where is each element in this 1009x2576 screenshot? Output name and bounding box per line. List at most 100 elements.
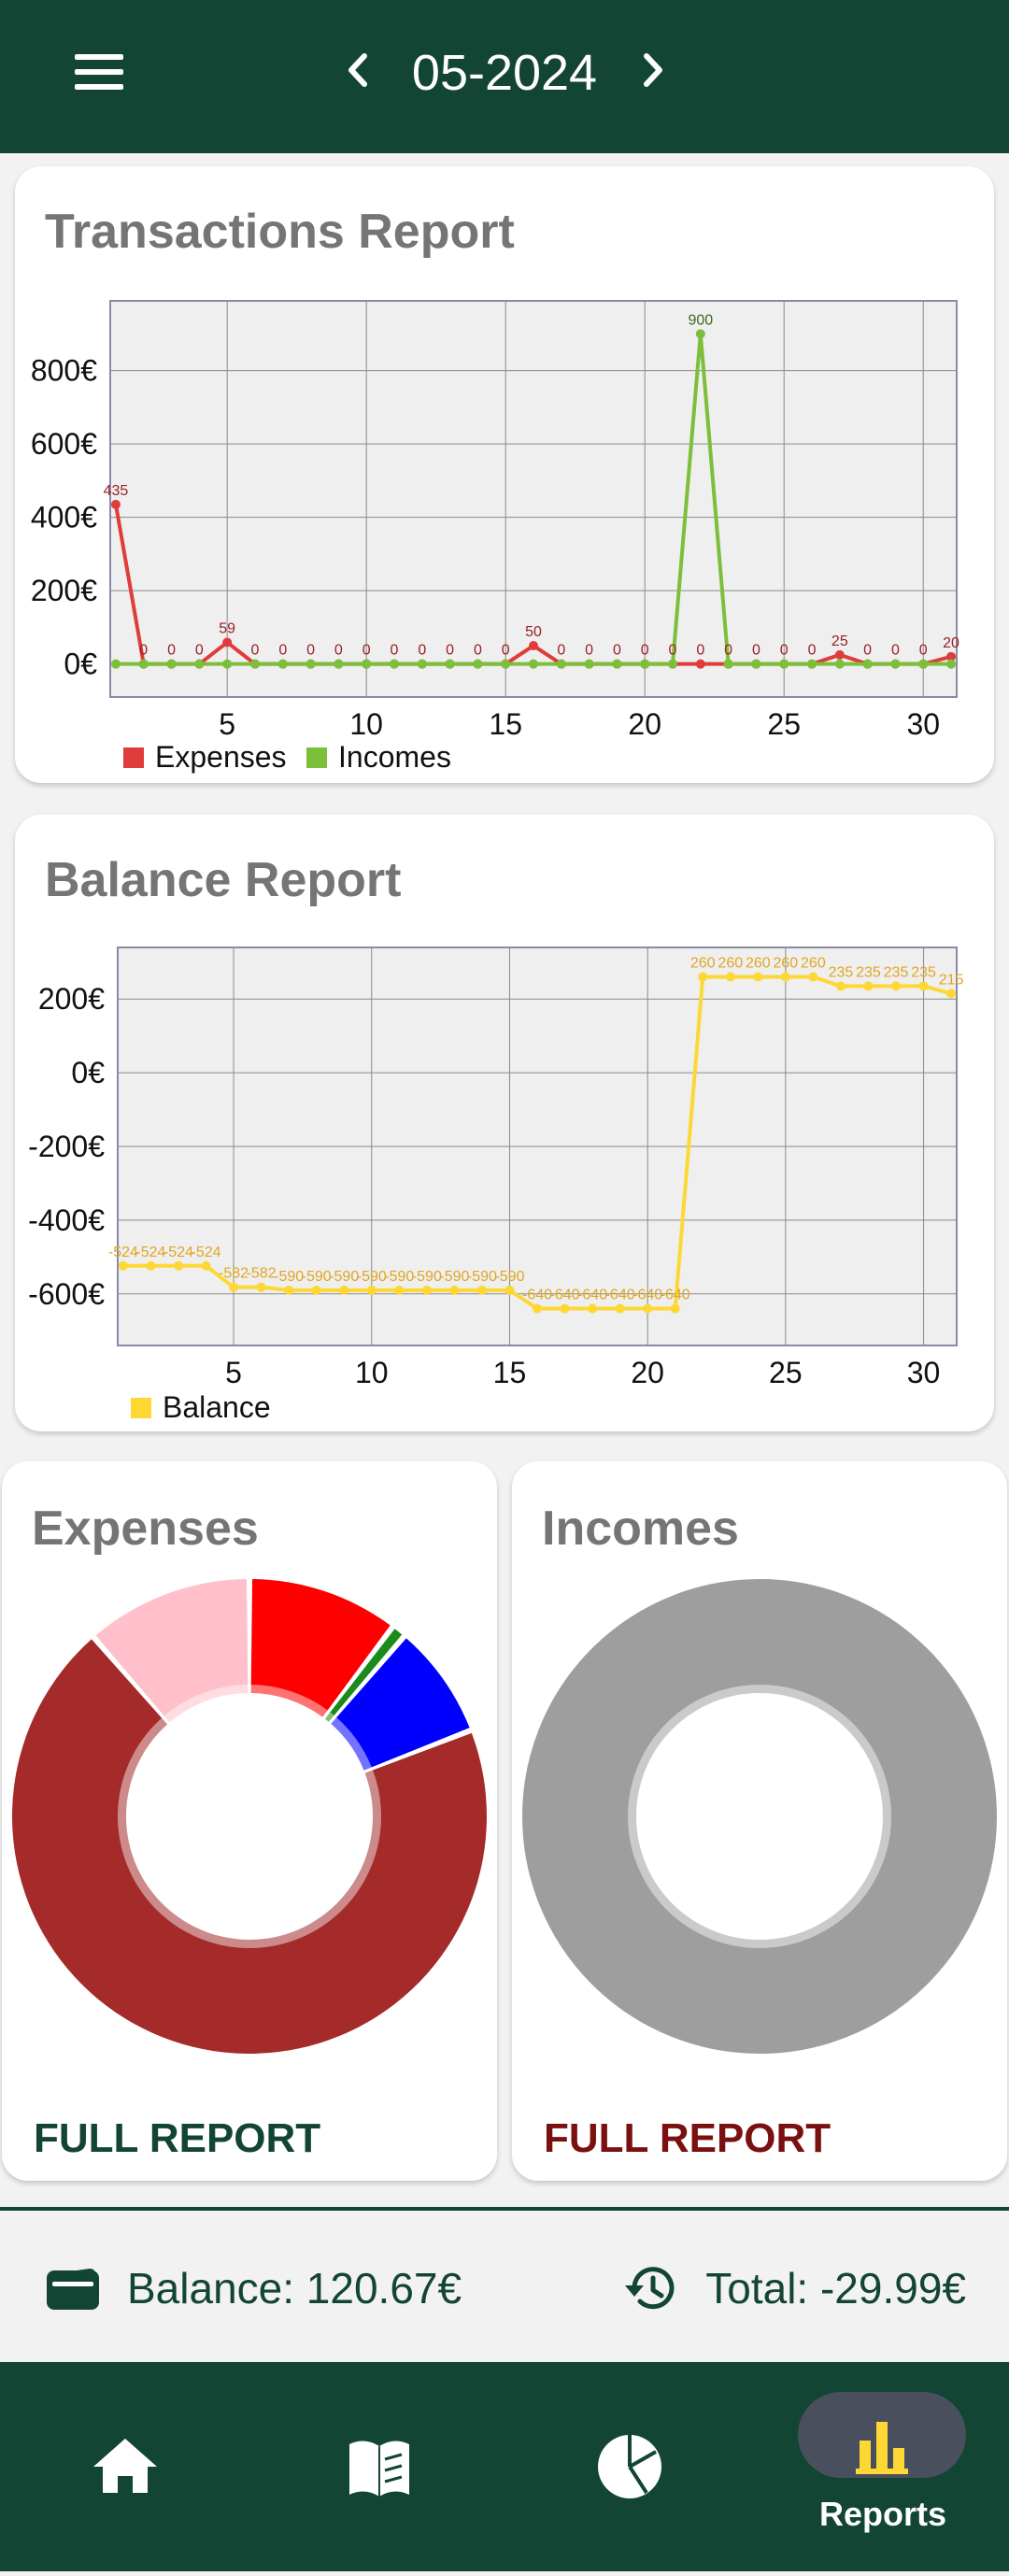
x-tick-label: 20 — [631, 1356, 664, 1389]
top-app-bar: 05-2024 — [0, 0, 1009, 153]
data-label: -590 — [384, 1269, 414, 1285]
data-label: 0 — [474, 643, 482, 659]
data-label: 0 — [195, 643, 204, 659]
donut-slice — [522, 1579, 997, 2054]
wallet-icon — [47, 2269, 99, 2310]
data-point — [918, 981, 929, 991]
home-icon — [93, 2439, 157, 2493]
data-label: 235 — [856, 964, 881, 980]
expenses-full-report-link[interactable]: FULL REPORT — [34, 2115, 321, 2161]
data-point — [110, 659, 121, 669]
chevron-left-icon[interactable] — [325, 37, 391, 103]
incomes-full-report-link[interactable]: FULL REPORT — [544, 2115, 831, 2161]
donut-slice — [11, 1639, 487, 2054]
data-label: 0 — [334, 643, 343, 659]
x-tick-label: 30 — [906, 707, 940, 741]
data-label: -524 — [108, 1245, 138, 1260]
transactions-report-card: Transactions Report 0€ 200€ 400€ 600€ 800€ 5 1… — [15, 166, 994, 783]
data-point — [695, 329, 705, 339]
data-label: 0 — [306, 643, 315, 659]
data-point — [362, 659, 372, 669]
data-label: -590 — [494, 1269, 524, 1285]
data-point — [110, 499, 121, 509]
data-label: 0 — [724, 643, 732, 659]
data-label: 0 — [446, 643, 454, 659]
x-tick-label: 5 — [225, 1356, 242, 1389]
card-title: Expenses — [32, 1501, 259, 1556]
data-point — [146, 1260, 156, 1271]
data-label: 0 — [613, 643, 621, 659]
donut-inner-ring — [628, 1685, 891, 1948]
card-title: Incomes — [542, 1501, 739, 1556]
legend-label: Balance — [163, 1390, 271, 1424]
y-tick-label: 200€ — [31, 574, 97, 607]
data-label: -590 — [329, 1269, 359, 1285]
data-label: 0 — [696, 643, 704, 659]
pie-chart-icon — [598, 2435, 661, 2498]
y-tick-label: 600€ — [31, 427, 97, 461]
nav-book[interactable] — [286, 2362, 473, 2571]
total-summary[interactable]: Total: -29.99€ — [621, 2211, 966, 2366]
data-point — [946, 651, 957, 662]
y-tick-label: 0€ — [71, 1056, 105, 1089]
data-label: 0 — [502, 643, 510, 659]
data-label: 235 — [829, 964, 854, 980]
data-label: 0 — [585, 643, 593, 659]
data-label: 0 — [167, 643, 176, 659]
data-point — [753, 972, 763, 982]
data-point — [863, 981, 874, 991]
data-label: 0 — [919, 643, 928, 659]
data-point — [504, 1285, 515, 1295]
donut-slice — [95, 1579, 249, 1723]
history-icon — [625, 2267, 675, 2310]
incomes-card: Incomes FULL REPORT — [512, 1461, 1007, 2181]
data-point — [834, 659, 845, 669]
data-point — [201, 1260, 211, 1271]
data-point — [194, 659, 205, 669]
data-label: 59 — [219, 621, 235, 637]
data-label: 0 — [669, 643, 677, 659]
x-tick-label: 25 — [767, 707, 801, 741]
data-point — [670, 1303, 680, 1314]
y-tick-label: 0€ — [64, 648, 97, 681]
x-tick-label: 10 — [355, 1356, 389, 1389]
data-point — [533, 1303, 542, 1314]
balance-summary[interactable]: Balance: 120.67€ — [45, 2211, 462, 2366]
data-point — [476, 1285, 487, 1295]
data-point — [277, 659, 288, 669]
hamburger-menu-icon[interactable] — [58, 45, 142, 101]
data-point — [891, 981, 902, 991]
data-point — [222, 637, 233, 648]
data-point — [394, 1285, 405, 1295]
chevron-right-icon[interactable] — [620, 37, 686, 103]
data-label: -640 — [661, 1288, 690, 1303]
nav-reports[interactable] — [789, 2362, 975, 2571]
data-label: 900 — [688, 312, 713, 328]
y-tick-label: -200€ — [28, 1130, 105, 1163]
data-point — [417, 659, 427, 669]
y-tick-label: -600€ — [28, 1277, 105, 1311]
incomes-donut-chart — [522, 1579, 997, 2054]
data-point — [339, 1285, 349, 1295]
data-point — [946, 659, 957, 669]
data-point — [588, 1303, 598, 1314]
data-label: -590 — [274, 1269, 304, 1285]
donut-inner-ring — [118, 1685, 381, 1948]
nav-home[interactable] — [32, 2362, 219, 2571]
data-point — [779, 659, 789, 669]
data-label: -524 — [192, 1245, 221, 1260]
nav-pie-chart[interactable] — [536, 2362, 723, 2571]
data-label: 260 — [690, 956, 716, 972]
data-label: 20 — [943, 635, 959, 651]
x-tick-label: 25 — [769, 1356, 803, 1389]
data-label: 0 — [139, 643, 148, 659]
balance-line-chart: -600€-400€-200€0€200€5 10 15 20 25 30-524-524… — [28, 946, 964, 1424]
data-point — [366, 1285, 377, 1295]
data-label: -590 — [467, 1269, 497, 1285]
data-label: 260 — [801, 956, 826, 972]
data-label: 0 — [278, 643, 287, 659]
x-tick-label: 10 — [349, 707, 383, 741]
data-label: 50 — [525, 624, 542, 640]
data-point — [311, 1285, 321, 1295]
data-point — [780, 972, 790, 982]
